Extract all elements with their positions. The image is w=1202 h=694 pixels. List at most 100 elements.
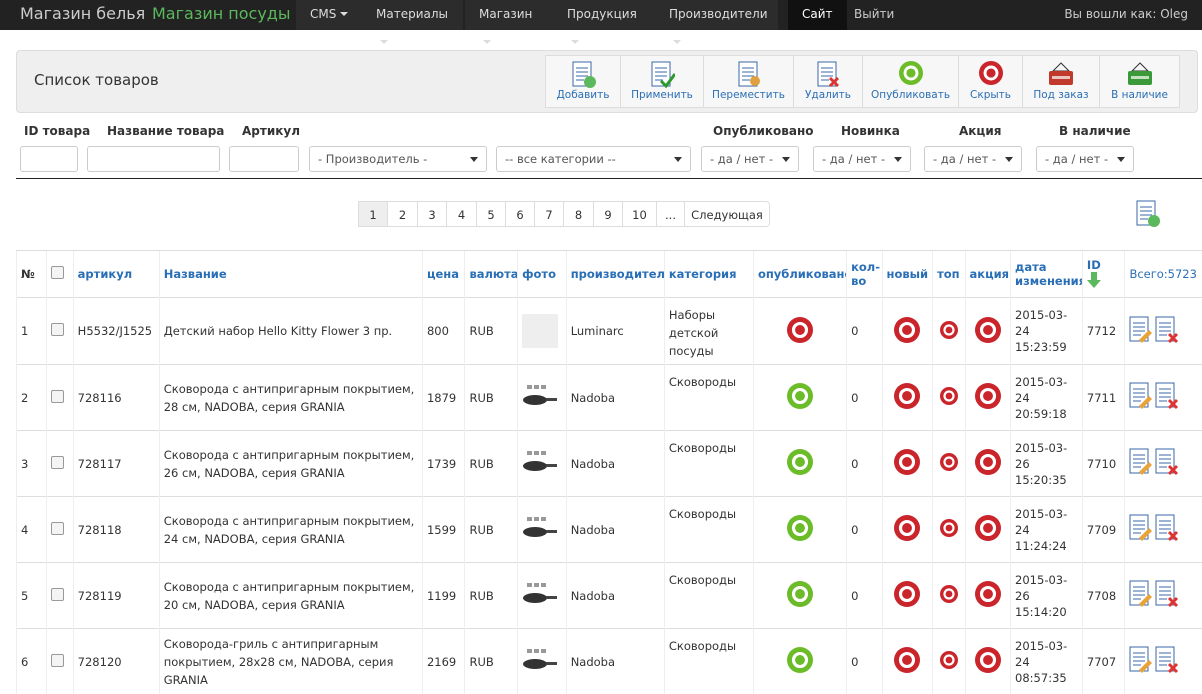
cell-maker: Nadoba — [566, 629, 664, 694]
edit-icon — [1127, 531, 1153, 545]
nav-logout[interactable]: Выйти — [840, 0, 908, 30]
actions-cell — [1125, 497, 1202, 563]
toolbar-button[interactable]: Опубликовать — [862, 55, 959, 108]
published-toggle-graphic — [787, 449, 813, 475]
flag-cell — [965, 629, 1011, 694]
nav-site[interactable]: Сайт — [788, 0, 847, 30]
toolbar-button[interactable]: Добавить — [545, 55, 621, 108]
filter-input[interactable] — [20, 146, 78, 172]
page-link[interactable]: 8 — [563, 201, 594, 227]
nav-menu-item[interactable]: Магазин — [465, 0, 553, 30]
cell-num: 4 — [17, 497, 47, 563]
cell-num: 3 — [17, 431, 47, 497]
brand-link[interactable]: Магазин посуды — [138, 0, 304, 30]
nav-menu-item[interactable]: Производители — [655, 0, 778, 30]
filter-select[interactable]: -- все категории -- — [496, 146, 691, 172]
nav-menu-item[interactable]: Материалы — [362, 0, 463, 30]
filter-select[interactable]: - да / нет - — [813, 146, 911, 172]
toolbar-button[interactable]: Переместить — [703, 55, 794, 108]
toolbar-button[interactable]: Скрыть — [958, 55, 1023, 108]
page-link[interactable]: 7 — [534, 201, 564, 227]
cell-date: 2015-03-24 15:23:59 — [1011, 298, 1083, 365]
page-link[interactable]: 5 — [476, 201, 506, 227]
flag-toggle-graphic — [975, 449, 1001, 475]
select-all-checkbox[interactable] — [51, 266, 64, 279]
toolbar-button[interactable]: В наличие — [1099, 55, 1180, 108]
published-toggle — [787, 662, 813, 676]
flag-toggle-graphic — [894, 515, 920, 541]
row-checkbox[interactable] — [51, 522, 64, 535]
photo-thumbnail-graphic — [522, 582, 558, 606]
published-toggle — [787, 596, 813, 610]
actions-cell — [1125, 365, 1202, 431]
page-link[interactable]: 2 — [387, 201, 418, 227]
filter-select[interactable]: - да / нет - — [701, 146, 799, 172]
flag-cell — [965, 497, 1011, 563]
checkbox-cell — [47, 629, 73, 694]
filter-select[interactable]: - да / нет - — [924, 146, 1022, 172]
cell-sku: 728119 — [73, 563, 159, 629]
published-toggle — [787, 398, 813, 412]
cell-category: Сковороды — [664, 365, 753, 431]
cell-category: Наборы детской посуды — [664, 298, 753, 365]
cell-qty: 0 — [847, 298, 882, 365]
panel-title: Список товаров — [34, 71, 159, 89]
page-next[interactable]: Следующая — [684, 201, 770, 227]
cell-date: 2015-03-24 20:59:18 — [1011, 365, 1083, 431]
page-link[interactable]: 1 — [358, 201, 388, 227]
cell-id: 7710 — [1082, 431, 1125, 497]
page-link[interactable]: 10 — [622, 201, 657, 227]
cell-category: Сковороды — [664, 563, 753, 629]
cell-name: Детский набор Hello Kitty Flower 3 пр. — [159, 298, 422, 365]
page-link[interactable]: 3 — [417, 201, 447, 227]
published-toggle-graphic — [787, 515, 813, 541]
caret — [380, 40, 388, 48]
delete-icon — [1153, 465, 1179, 479]
filter-input[interactable] — [229, 146, 299, 172]
toolbar-button[interactable]: Применить — [620, 55, 704, 108]
actions-cell — [1125, 298, 1202, 365]
published-toggle-graphic — [787, 317, 813, 343]
delete-icon — [1153, 531, 1179, 545]
row-checkbox[interactable] — [51, 654, 64, 667]
column-header: топ — [933, 251, 965, 298]
page-link[interactable]: 6 — [505, 201, 535, 227]
flag-cell — [933, 431, 965, 497]
photo-thumbnail — [522, 661, 558, 675]
toolbar-button[interactable]: Удалить — [793, 55, 863, 108]
add-product-icon — [1134, 200, 1160, 231]
page-link[interactable]: 9 — [593, 201, 623, 227]
filter-select[interactable]: - да / нет - — [1036, 146, 1134, 172]
photo-cell — [518, 497, 567, 563]
checkbox-cell — [47, 563, 73, 629]
caret — [483, 40, 491, 48]
column-header: производитель — [566, 251, 664, 298]
delete-icon-graphic — [1153, 646, 1179, 674]
row-checkbox[interactable] — [51, 588, 64, 601]
flag-toggle — [940, 658, 958, 672]
nav-menu-item[interactable]: Продукция — [553, 0, 655, 30]
row-checkbox[interactable] — [51, 390, 64, 403]
toolbar-button[interactable]: Под заказ — [1022, 55, 1100, 108]
checkbox-cell — [47, 365, 73, 431]
brand-link[interactable]: Магазин белья — [6, 0, 159, 30]
actions-cell — [1125, 563, 1202, 629]
page-link[interactable]: ... — [656, 201, 685, 227]
published-cell — [753, 431, 846, 497]
row-checkbox[interactable] — [51, 323, 64, 336]
flag-cell — [965, 298, 1011, 365]
menu-label: Производители — [669, 7, 768, 21]
filter-select[interactable]: - Производитель - — [309, 146, 487, 172]
row-checkbox[interactable] — [51, 456, 64, 469]
checkbox-cell — [47, 431, 73, 497]
caret — [673, 40, 681, 48]
edit-icon-graphic — [1127, 646, 1153, 674]
flag-cell — [882, 563, 933, 629]
filter-input[interactable] — [87, 146, 220, 172]
page-link[interactable]: 4 — [446, 201, 477, 227]
column-header: валюта — [465, 251, 518, 298]
